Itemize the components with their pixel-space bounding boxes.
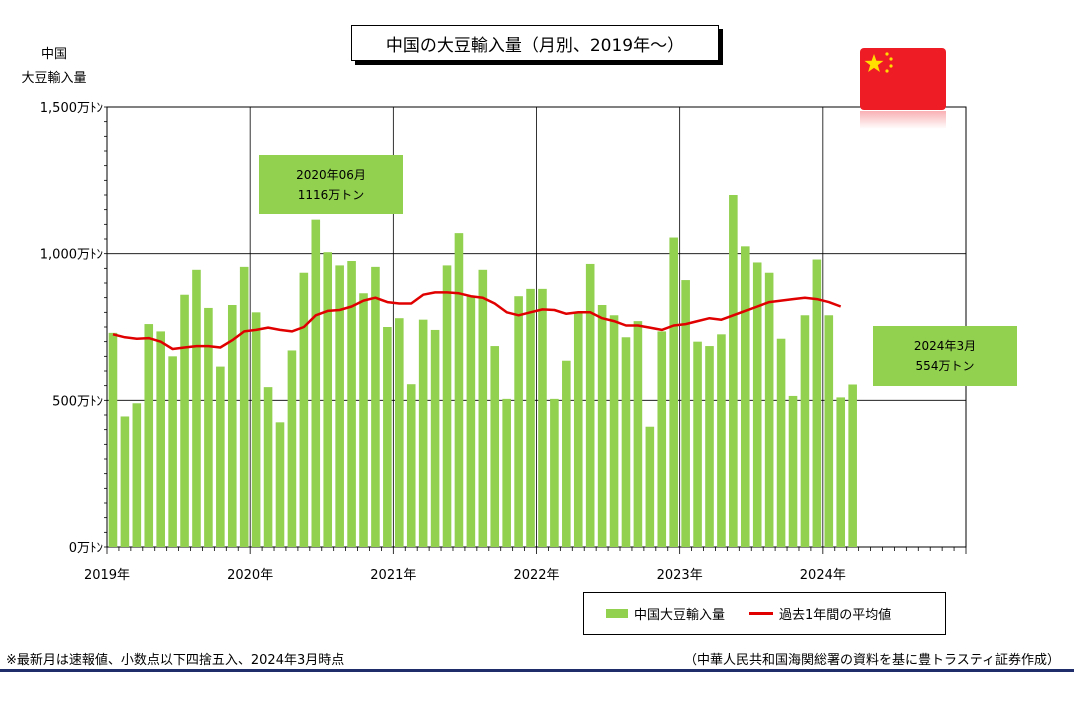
bar xyxy=(251,312,261,547)
bar xyxy=(836,397,846,547)
y-tick-label: 1,500万ﾄﾝ xyxy=(40,101,103,116)
bar xyxy=(144,324,154,547)
bar xyxy=(383,327,392,547)
bar xyxy=(740,246,750,548)
bar xyxy=(323,252,333,547)
bar xyxy=(371,266,380,547)
bar xyxy=(693,341,702,547)
bar xyxy=(418,319,428,547)
bar xyxy=(562,360,571,547)
y-tick-label: 500万ﾄﾝ xyxy=(52,394,103,409)
bar xyxy=(526,288,535,547)
bar xyxy=(812,259,822,547)
bar xyxy=(263,387,273,547)
bar xyxy=(669,237,678,548)
x-tick-label: 2021年 xyxy=(370,568,416,583)
y-tick-label: 1,000万ﾄﾝ xyxy=(40,248,103,263)
bar xyxy=(227,305,237,547)
bar xyxy=(216,366,225,547)
y-axis-title-line-2: 大豆輸入量 xyxy=(21,71,87,86)
bar xyxy=(192,269,201,547)
x-tick-label: 2020年 xyxy=(227,568,273,583)
bar xyxy=(764,272,774,547)
legend-bar-swatch xyxy=(606,609,628,618)
bar xyxy=(168,356,177,547)
bar xyxy=(108,332,118,547)
x-tick-label: 2023年 xyxy=(657,568,703,583)
bar xyxy=(752,262,762,547)
bar xyxy=(538,288,547,547)
annotation-peak-line-1: 2020年06月 xyxy=(296,167,366,182)
bar xyxy=(311,219,321,547)
bar xyxy=(585,263,595,547)
flag-reflection xyxy=(860,111,946,129)
source-note: （中華人民共和国海関総署の資料を基に豊トラスティ証券作成） xyxy=(684,653,1060,668)
bar xyxy=(490,346,500,547)
bar xyxy=(120,416,130,547)
annotation-latest-line-1: 2024年3月 xyxy=(913,339,977,353)
bar xyxy=(824,315,834,547)
bar xyxy=(776,338,786,547)
bar xyxy=(681,280,690,547)
bar xyxy=(395,318,404,547)
bar xyxy=(359,293,368,547)
bar xyxy=(621,337,631,547)
x-tick-label: 2022年 xyxy=(513,568,559,583)
y-tick-label: 0万ﾄﾝ xyxy=(69,541,103,556)
bar xyxy=(788,395,798,547)
bar xyxy=(430,329,440,547)
bar xyxy=(287,350,297,547)
bar xyxy=(657,331,667,547)
bar xyxy=(204,307,213,547)
average-line xyxy=(112,291,842,351)
bar xyxy=(156,331,165,547)
bar xyxy=(800,315,810,547)
bar xyxy=(597,305,607,547)
bar xyxy=(514,296,523,547)
bar xyxy=(299,272,309,547)
footnote: ※最新月は速報値、小数点以下四捨五入、2024年3月時点 xyxy=(6,653,345,668)
legend-line-label: 過去1年間の平均値 xyxy=(779,608,892,623)
bar xyxy=(454,233,464,547)
bar xyxy=(848,384,857,547)
flag-stars xyxy=(864,52,893,73)
chart-title: 中国の大豆輸入量（月別、2019年～） xyxy=(351,25,719,61)
legend: 中国大豆輸入量 過去1年間の平均値 xyxy=(583,592,946,635)
x-tick-label: 2019年 xyxy=(84,568,130,583)
bar xyxy=(573,312,583,547)
bar xyxy=(729,195,738,547)
bar xyxy=(442,265,452,547)
bar xyxy=(478,269,488,547)
bar xyxy=(717,334,726,547)
bar xyxy=(406,384,416,547)
bar xyxy=(502,398,511,547)
bar xyxy=(633,321,643,547)
annotation-peak-line-2: 1116万トン xyxy=(297,187,365,202)
bar xyxy=(609,315,619,547)
bar xyxy=(645,426,655,547)
legend-bar-label: 中国大豆輸入量 xyxy=(634,608,726,623)
bar xyxy=(275,422,285,547)
bar xyxy=(550,398,559,547)
annotation-peak: 2020年06月 1116万トン xyxy=(259,155,403,214)
bar xyxy=(705,346,714,547)
bar xyxy=(466,296,476,547)
bar xyxy=(239,266,249,547)
y-axis-title-line-1: 中国 xyxy=(40,47,67,62)
bar xyxy=(132,403,142,547)
china-flag-icon xyxy=(860,48,946,110)
bar xyxy=(335,265,344,547)
x-tick-label: 2024年 xyxy=(800,568,846,583)
bar xyxy=(180,294,189,547)
legend-line-swatch xyxy=(749,612,774,615)
annotation-latest-line-2: 554万トン xyxy=(915,359,975,373)
bar xyxy=(347,261,356,547)
y-axis-title: 中国 大豆輸入量 xyxy=(14,43,94,91)
annotation-latest: 2024年3月 554万トン xyxy=(873,326,1017,386)
bottom-rule xyxy=(0,669,1074,672)
